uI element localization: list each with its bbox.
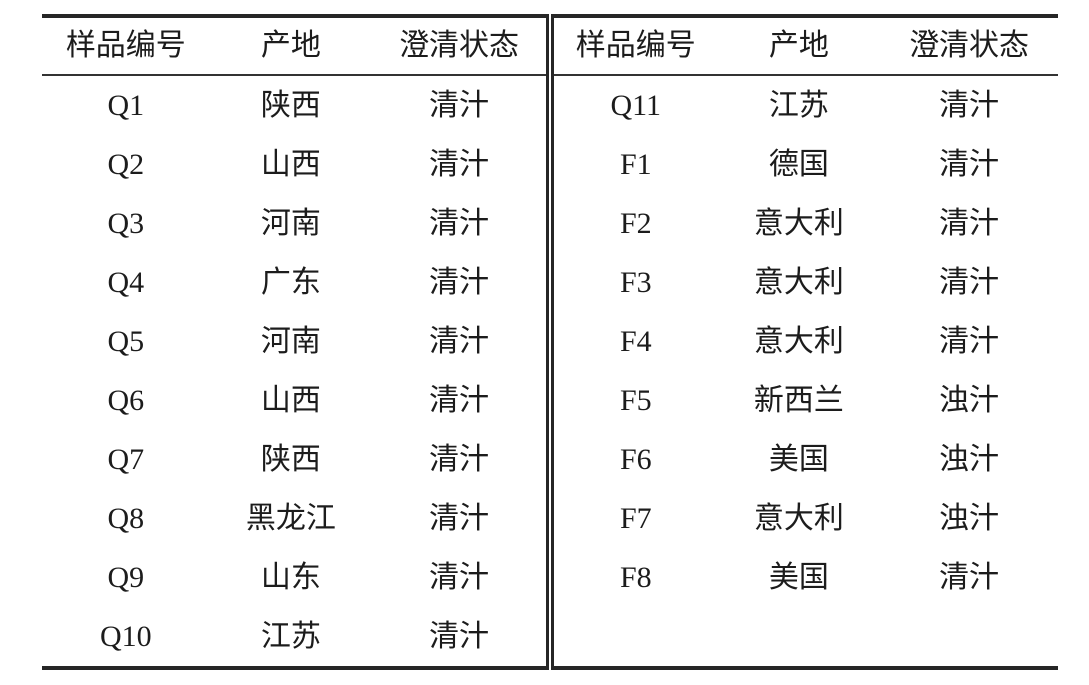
sample-id-cell: F5 bbox=[545, 371, 718, 430]
table-row: Q7 陕西 清汁 F6 美国 浊汁 bbox=[42, 430, 1058, 489]
origin-cell: 河南 bbox=[260, 324, 321, 358]
clarity-cell: 清汁 bbox=[939, 560, 1000, 594]
table-row: Q2 山西 清汁 F1 德国 清汁 bbox=[42, 135, 1058, 194]
header-sample-id-left: 样品编号 bbox=[42, 16, 210, 76]
clarity-cell: 清汁 bbox=[939, 147, 1000, 181]
sample-id-cell: Q5 bbox=[107, 324, 145, 358]
sample-id-cell bbox=[545, 607, 718, 668]
header-origin-left: 产地 bbox=[209, 16, 373, 76]
table-row: Q6 山西 清汁 F5 新西兰 浊汁 bbox=[42, 371, 1058, 430]
sample-id-cell: F6 bbox=[545, 430, 718, 489]
origin-cell: 美国 bbox=[768, 560, 829, 594]
clarity-cell: 清汁 bbox=[429, 560, 490, 594]
origin-cell: 黑龙江 bbox=[245, 501, 336, 535]
origin-cell: 山西 bbox=[260, 383, 321, 417]
clarity-cell: 清汁 bbox=[939, 265, 1000, 299]
clarity-cell: 清汁 bbox=[429, 383, 490, 417]
clarity-cell: 清汁 bbox=[429, 442, 490, 476]
clarity-cell: 浊汁 bbox=[939, 501, 1000, 535]
origin-cell: 广东 bbox=[260, 265, 321, 299]
sample-id-cell: Q6 bbox=[107, 383, 145, 417]
table-header: 样品编号 产地 澄清状态 样品编号 产地 澄清状态 bbox=[42, 16, 1058, 76]
origin-cell: 江苏 bbox=[260, 619, 321, 653]
sample-id-cell: Q2 bbox=[107, 147, 145, 181]
origin-cell: 美国 bbox=[768, 442, 829, 476]
sample-id-cell: Q11 bbox=[545, 75, 718, 135]
header-origin-right: 产地 bbox=[717, 16, 881, 76]
origin-cell: 意大利 bbox=[753, 206, 844, 240]
origin-cell bbox=[718, 607, 881, 668]
clarity-cell: 清汁 bbox=[939, 206, 1000, 240]
origin-cell: 江苏 bbox=[768, 88, 829, 122]
clarity-cell: 清汁 bbox=[939, 88, 1000, 122]
sample-id-cell: Q7 bbox=[107, 442, 145, 476]
table-row: Q3 河南 清汁 F2 意大利 清汁 bbox=[42, 194, 1058, 253]
sample-table: 样品编号 产地 澄清状态 样品编号 产地 澄清状态 Q1 陕西 清汁 Q11 江苏 清汁 Q… bbox=[42, 14, 1058, 670]
sample-id-cell: F4 bbox=[545, 312, 718, 371]
header-row: 样品编号 产地 澄清状态 样品编号 产地 澄清状态 bbox=[42, 16, 1058, 76]
clarity-cell: 清汁 bbox=[429, 501, 490, 535]
sample-id-cell: Q9 bbox=[107, 560, 145, 594]
clarity-cell bbox=[880, 607, 1058, 668]
sample-id-cell: Q4 bbox=[107, 265, 145, 299]
origin-cell: 陕西 bbox=[260, 88, 321, 122]
clarity-cell: 清汁 bbox=[429, 265, 490, 299]
header-clarity-left: 澄清状态 bbox=[372, 16, 550, 76]
table-row: Q4 广东 清汁 F3 意大利 清汁 bbox=[42, 253, 1058, 312]
origin-cell: 山东 bbox=[260, 560, 321, 594]
sample-id-cell: Q3 bbox=[107, 206, 145, 240]
origin-cell: 新西兰 bbox=[753, 383, 844, 417]
origin-cell: 山西 bbox=[260, 147, 321, 181]
sample-id-cell: F3 bbox=[545, 253, 718, 312]
origin-cell: 陕西 bbox=[260, 442, 321, 476]
clarity-cell: 清汁 bbox=[939, 324, 1000, 358]
clarity-cell: 清汁 bbox=[429, 147, 490, 181]
table-row: Q10 江苏 清汁 bbox=[42, 607, 1058, 668]
sample-id-cell: F1 bbox=[545, 135, 718, 194]
clarity-cell: 浊汁 bbox=[939, 442, 1000, 476]
sample-id-cell: F8 bbox=[545, 548, 718, 607]
table-row: Q5 河南 清汁 F4 意大利 清汁 bbox=[42, 312, 1058, 371]
sample-id-cell: Q1 bbox=[107, 88, 145, 122]
clarity-cell: 清汁 bbox=[429, 88, 490, 122]
origin-cell: 意大利 bbox=[753, 265, 844, 299]
table-row: Q8 黑龙江 清汁 F7 意大利 浊汁 bbox=[42, 489, 1058, 548]
clarity-cell: 清汁 bbox=[429, 206, 490, 240]
sample-id-cell: Q10 bbox=[99, 619, 152, 653]
table-body: Q1 陕西 清汁 Q11 江苏 清汁 Q2 山西 清汁 F1 德国 清汁 Q3 河南 清汁 F2 意大利 清汁 Q4… bbox=[42, 75, 1058, 668]
origin-cell: 德国 bbox=[768, 147, 829, 181]
header-sample-id-right: 样品编号 bbox=[545, 16, 718, 76]
clarity-cell: 清汁 bbox=[429, 324, 490, 358]
sample-id-cell: Q8 bbox=[107, 501, 145, 535]
table-row: Q1 陕西 清汁 Q11 江苏 清汁 bbox=[42, 75, 1058, 135]
clarity-cell: 清汁 bbox=[429, 619, 490, 653]
header-clarity-right: 澄清状态 bbox=[880, 16, 1058, 76]
origin-cell: 意大利 bbox=[753, 324, 844, 358]
clarity-cell: 浊汁 bbox=[939, 383, 1000, 417]
origin-cell: 河南 bbox=[260, 206, 321, 240]
sample-id-cell: F2 bbox=[545, 194, 718, 253]
table-row: Q9 山东 清汁 F8 美国 清汁 bbox=[42, 548, 1058, 607]
sample-id-cell: F7 bbox=[545, 489, 718, 548]
origin-cell: 意大利 bbox=[753, 501, 844, 535]
